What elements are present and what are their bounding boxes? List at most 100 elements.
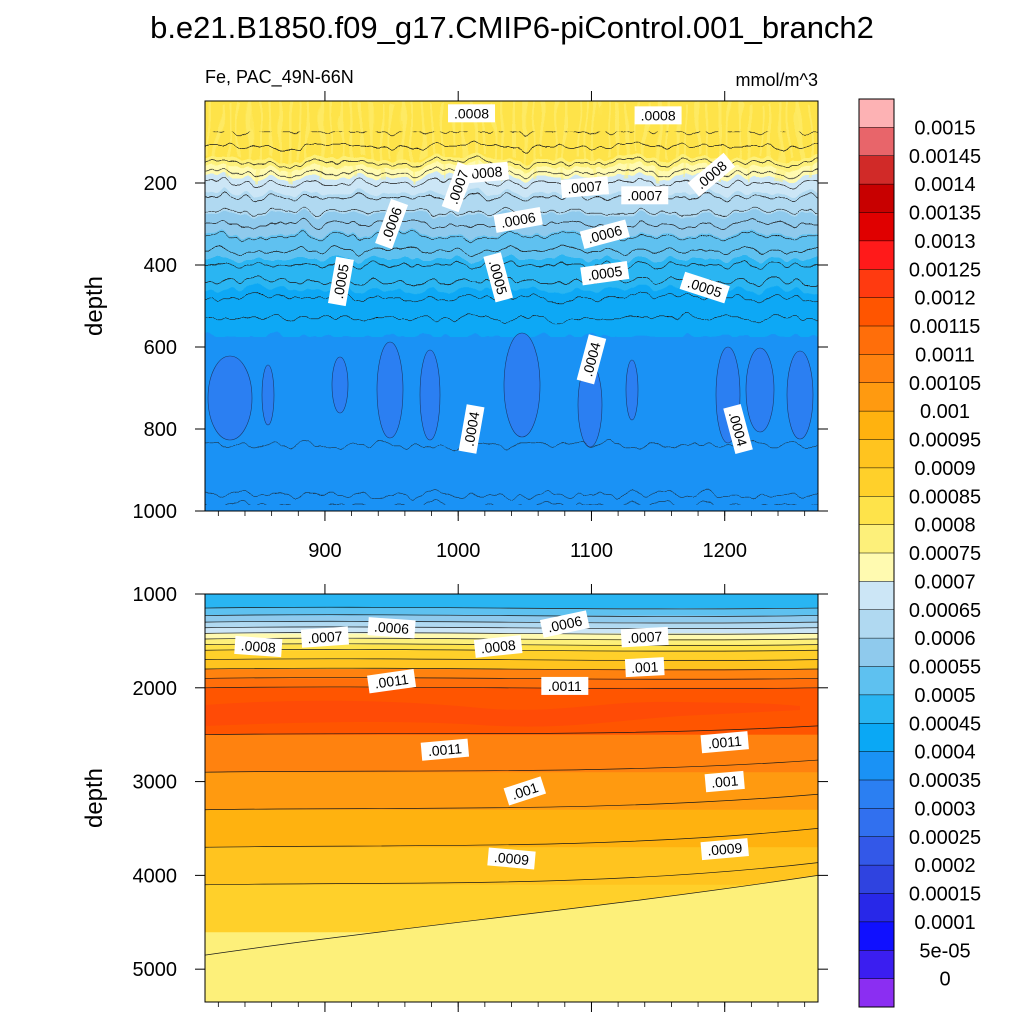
colorbar-label: 0.00045: [909, 713, 981, 735]
colorbar-label: 0.00075: [909, 543, 981, 565]
contour-label-box: [375, 198, 409, 250]
contour-label-box: [367, 669, 417, 694]
surface-stripe: [717, 101, 720, 180]
colorbar-swatch: [859, 297, 894, 327]
contour-line: [205, 632, 818, 635]
colorbar-label: 0.00085: [909, 486, 981, 508]
bottom-panel-contour-lines: [205, 606, 818, 1002]
surface-stripe: [247, 101, 251, 168]
colorbar-label: 0.0013: [914, 231, 975, 253]
surface-stripe: [268, 101, 272, 156]
contour-label-box: [448, 104, 496, 123]
surface-stripe: [798, 101, 802, 168]
colorbar-label: 0.0011: [915, 344, 975, 366]
low-iron-patch: [745, 347, 775, 433]
contour-label-box: [579, 219, 630, 250]
y-tick-label: 200: [144, 173, 177, 195]
surface-stripe: [727, 101, 731, 156]
contour-label-text: .0011: [707, 733, 742, 752]
contour-label: .0008: [634, 106, 682, 125]
contour-label-text: .0007: [627, 628, 663, 646]
contour-label-text: .0008: [467, 163, 504, 182]
colorbar-swatch: [859, 921, 894, 951]
y-tick-label: 4000: [133, 865, 178, 887]
contour-label-box: [234, 635, 283, 658]
contour-label: .0008: [448, 104, 496, 123]
surface-stripe: [502, 101, 506, 180]
colorbar-label: 0.0015: [914, 117, 975, 139]
low-iron-patch: [207, 355, 253, 441]
contour-label-box: [327, 256, 354, 307]
contour-line: [205, 626, 818, 629]
colorbar-label: 5e-05: [919, 940, 970, 962]
contour-label-text: .0011: [374, 671, 410, 692]
surface-stripe: [339, 101, 343, 168]
colorbar-swatch: [859, 155, 894, 185]
y-tick-label: 5000: [133, 959, 178, 981]
colorbar-swatch: [859, 836, 894, 866]
contour-label: .0006: [539, 610, 590, 638]
concentration-band: [205, 615, 818, 623]
contour-label: .0011: [700, 731, 749, 754]
concentration-band: [205, 659, 818, 670]
x-tick-label: 1200: [702, 540, 747, 562]
contour-line: [205, 606, 818, 610]
contour-label-box: [624, 657, 665, 678]
contour-line: [205, 828, 818, 848]
surface-stripe: [757, 101, 761, 156]
colorbar-label: 0.0002: [914, 855, 975, 877]
contour-label: .0011: [420, 738, 470, 761]
colorbar-label: 0.00055: [909, 657, 981, 679]
panel-units: mmol/m^3: [736, 70, 818, 90]
contour-label: .0007: [560, 176, 609, 199]
contour-label-box: [473, 635, 523, 658]
surface-stripe: [319, 101, 323, 180]
surface-stripe: [523, 101, 527, 168]
contour-label: .0011: [367, 669, 417, 694]
surface-stripe: [615, 101, 618, 168]
surface-stripe: [492, 101, 496, 168]
contour-label: .001: [624, 657, 665, 678]
top-panel-contour-lines: [205, 131, 818, 506]
contour-label-text: .001: [710, 772, 739, 790]
low-iron-patch: [331, 356, 349, 414]
surface-stripe: [329, 101, 333, 156]
contour-label: .0004: [458, 404, 485, 454]
colorbar-swatch: [859, 808, 894, 838]
contour-line: [205, 614, 818, 617]
colorbar-label: 0.0006: [914, 628, 975, 650]
colorbar-label: 0.00025: [909, 827, 981, 849]
contour-label: .0009: [700, 838, 749, 861]
contour-label: .0006: [367, 617, 416, 639]
concentration-band: [205, 594, 818, 609]
surface-stripe: [227, 101, 231, 180]
concentration-band: [205, 627, 818, 634]
contour-line: [205, 620, 818, 624]
contour-label: .0008: [473, 635, 523, 658]
low-iron-patch: [419, 349, 441, 441]
y-tick-label: 400: [144, 255, 177, 277]
contour-label-text: .0006: [500, 209, 537, 231]
surface-stripe: [574, 101, 578, 156]
low-iron-patch: [786, 350, 814, 440]
surface-stripe: [309, 101, 312, 168]
contour-label-text: .0006: [546, 613, 584, 636]
bottom-panel-contour-labels: .0008 .0007 .0006 .0008 .0006 .0007 .001 .0011.…: [234, 610, 749, 870]
surface-stripe: [553, 101, 557, 168]
surface-stripe: [584, 101, 588, 168]
colorbar-label: 0.0005: [914, 685, 975, 707]
surface-stripe: [645, 101, 649, 168]
deep-water-region: [205, 875, 818, 1002]
contour-label: .0008: [234, 635, 283, 658]
concentration-band: [205, 608, 818, 617]
colorbar-label: 0.00145: [909, 146, 981, 168]
contour-label-box: [487, 847, 536, 870]
panel-subtitle-left: Fe, PAC_49N-66N: [205, 67, 354, 88]
colorbar-label: 0.0012: [914, 288, 975, 310]
contour-label-text: .0008: [480, 637, 517, 657]
contour-label-text: .0011: [427, 740, 462, 759]
surface-stripe: [655, 101, 659, 180]
contour-line: [205, 677, 818, 680]
surface-stripe: [808, 101, 812, 180]
colorbar-label: 0.00065: [909, 600, 981, 622]
